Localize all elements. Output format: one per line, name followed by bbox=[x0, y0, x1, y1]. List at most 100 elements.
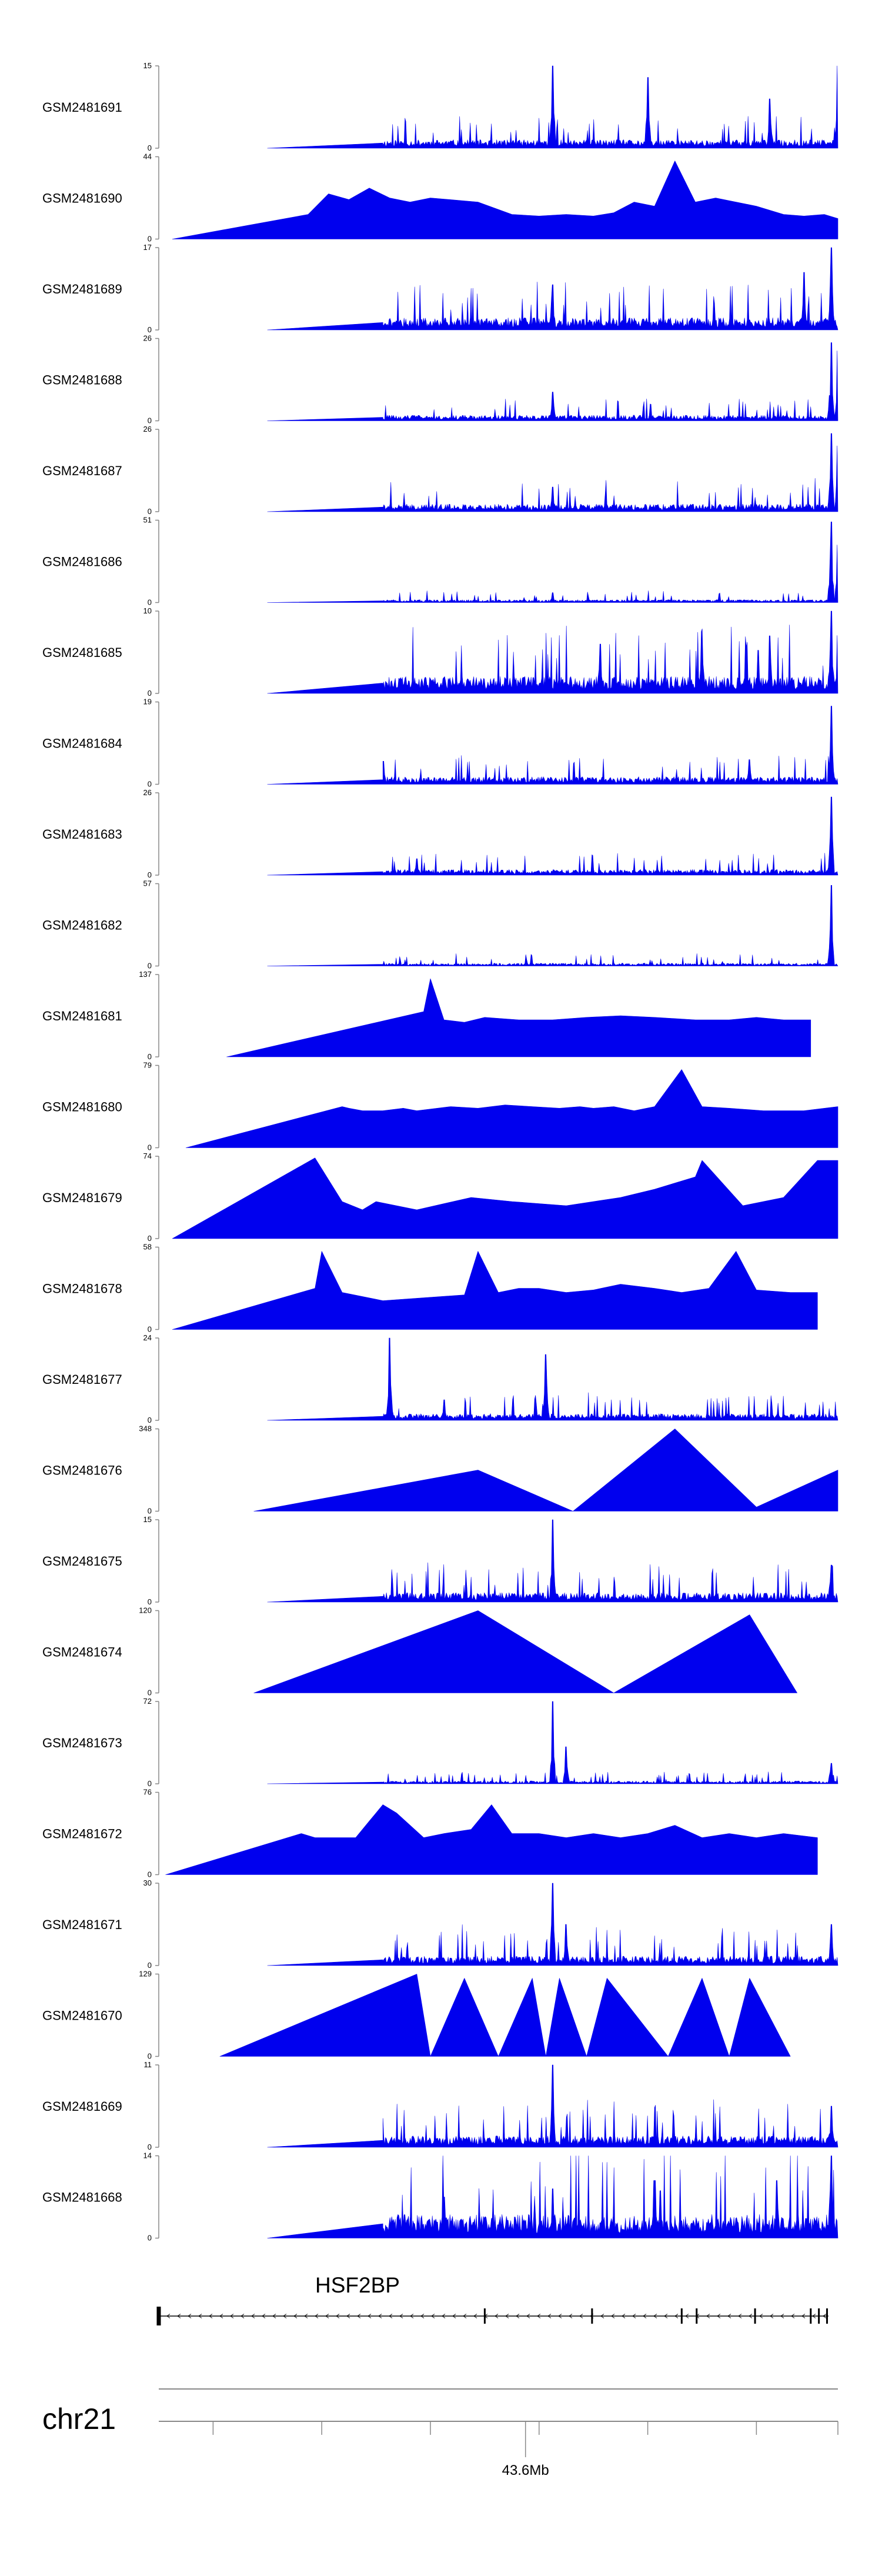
y-zero-label: 0 bbox=[148, 2143, 152, 2151]
strand-arrow bbox=[166, 2314, 171, 2318]
signal-area bbox=[267, 610, 838, 694]
y-zero-label: 0 bbox=[148, 1052, 152, 1061]
strand-arrow bbox=[516, 2314, 520, 2318]
track-GSM2481672: GSM2481672 76 0 bbox=[42, 1788, 818, 1879]
strand-arrow bbox=[759, 2314, 763, 2318]
exon bbox=[680, 2308, 683, 2324]
track-GSM2481678: GSM2481678 58 0 bbox=[42, 1243, 818, 1334]
strand-arrow bbox=[431, 2314, 435, 2318]
y-max-label: 26 bbox=[143, 334, 152, 343]
track-label: GSM2481671 bbox=[42, 1917, 122, 1932]
y-zero-label: 0 bbox=[148, 144, 152, 152]
y-zero-label: 0 bbox=[148, 1234, 152, 1243]
y-zero-label: 0 bbox=[148, 1416, 152, 1424]
y-zero-label: 0 bbox=[148, 780, 152, 789]
y-max-label: 14 bbox=[143, 2151, 152, 2160]
signal-area bbox=[267, 1337, 838, 1421]
track-label: GSM2481670 bbox=[42, 2008, 122, 2023]
strand-arrow bbox=[336, 2314, 340, 2318]
track-label: GSM2481684 bbox=[42, 736, 122, 751]
track-label: GSM2481678 bbox=[42, 1282, 122, 1296]
chromosome-axis: chr21 43.6Mb bbox=[42, 2388, 838, 2478]
strand-arrow bbox=[209, 2314, 213, 2318]
y-zero-label: 0 bbox=[148, 2052, 152, 2061]
strand-arrow bbox=[812, 2314, 816, 2318]
track-label: GSM2481683 bbox=[42, 827, 122, 842]
track-GSM2481674: GSM2481674 120 0 bbox=[42, 1606, 797, 1697]
y-max-label: 79 bbox=[143, 1061, 152, 1070]
y-max-label: 129 bbox=[139, 1970, 152, 1978]
signal-area bbox=[267, 65, 838, 149]
track-GSM2481673: GSM2481673 72 0 bbox=[42, 1697, 838, 1788]
strand-arrow bbox=[537, 2314, 541, 2318]
strand-arrow bbox=[611, 2314, 615, 2318]
y-max-label: 348 bbox=[139, 1424, 152, 1433]
signal-area bbox=[267, 1701, 838, 1784]
signal-area bbox=[185, 1069, 838, 1148]
y-max-label: 26 bbox=[143, 425, 152, 433]
y-max-label: 74 bbox=[143, 1152, 152, 1160]
strand-arrow bbox=[283, 2314, 287, 2318]
signal-area bbox=[267, 1519, 838, 1603]
track-label: GSM2481688 bbox=[42, 373, 122, 388]
y-zero-label: 0 bbox=[148, 235, 152, 243]
strand-arrow bbox=[801, 2314, 806, 2318]
track-label: GSM2481673 bbox=[42, 1736, 122, 1750]
y-zero-label: 0 bbox=[148, 689, 152, 698]
strand-arrow bbox=[219, 2314, 223, 2318]
signal-area bbox=[219, 1974, 791, 2057]
y-max-label: 10 bbox=[143, 606, 152, 615]
y-max-label: 137 bbox=[139, 970, 152, 979]
exon bbox=[818, 2308, 820, 2324]
y-max-label: 15 bbox=[143, 1515, 152, 1524]
strand-arrow bbox=[664, 2314, 668, 2318]
exon bbox=[591, 2308, 593, 2324]
strand-arrow bbox=[378, 2314, 382, 2318]
strand-arrow bbox=[653, 2314, 657, 2318]
y-zero-label: 0 bbox=[148, 1143, 152, 1152]
signal-tracks: GSM2481691150GSM2481690440GSM2481689170G… bbox=[42, 61, 838, 2243]
signal-area bbox=[267, 885, 838, 966]
strand-arrow bbox=[325, 2314, 329, 2318]
track-label: GSM2481690 bbox=[42, 191, 122, 206]
track-label: GSM2481679 bbox=[42, 1190, 122, 1205]
gene-model bbox=[156, 2307, 828, 2325]
exon bbox=[156, 2307, 161, 2325]
y-max-label: 72 bbox=[143, 1697, 152, 1706]
strand-arrow bbox=[262, 2314, 266, 2318]
strand-arrow bbox=[706, 2314, 710, 2318]
signal-area bbox=[172, 161, 838, 239]
y-max-label: 17 bbox=[143, 243, 152, 252]
strand-arrow bbox=[473, 2314, 477, 2318]
signal-area bbox=[267, 796, 838, 876]
y-zero-label: 0 bbox=[148, 598, 152, 607]
strand-arrow bbox=[368, 2314, 372, 2318]
signal-area bbox=[165, 1804, 818, 1875]
strand-arrow bbox=[717, 2314, 721, 2318]
track-GSM2481680: GSM2481680 79 0 bbox=[42, 1061, 838, 1152]
signal-area bbox=[172, 1251, 818, 1330]
y-max-label: 57 bbox=[143, 879, 152, 888]
y-zero-label: 0 bbox=[148, 507, 152, 516]
track-label: GSM2481672 bbox=[42, 1827, 122, 1841]
y-max-label: 76 bbox=[143, 1788, 152, 1797]
signal-area bbox=[267, 247, 838, 331]
strand-arrow bbox=[463, 2314, 467, 2318]
track-GSM2481670: GSM2481670 129 0 bbox=[42, 1970, 791, 2061]
track-label: GSM2481669 bbox=[42, 2099, 122, 2114]
strand-arrow bbox=[230, 2314, 234, 2318]
coordinate-label: 43.6Mb bbox=[502, 2462, 549, 2478]
track-label: GSM2481691 bbox=[42, 100, 122, 115]
y-max-label: 11 bbox=[144, 2060, 152, 2069]
signal-area bbox=[267, 2155, 838, 2238]
strand-arrow bbox=[823, 2314, 827, 2318]
chromosome-label: chr21 bbox=[42, 2403, 116, 2435]
strand-arrow bbox=[632, 2314, 636, 2318]
strand-arrow bbox=[240, 2314, 245, 2318]
signal-area bbox=[267, 522, 838, 603]
track-GSM2481675: GSM2481675 15 0 bbox=[42, 1515, 838, 1606]
strand-arrow bbox=[251, 2314, 255, 2318]
strand-arrow bbox=[410, 2314, 414, 2318]
exon bbox=[754, 2308, 756, 2324]
